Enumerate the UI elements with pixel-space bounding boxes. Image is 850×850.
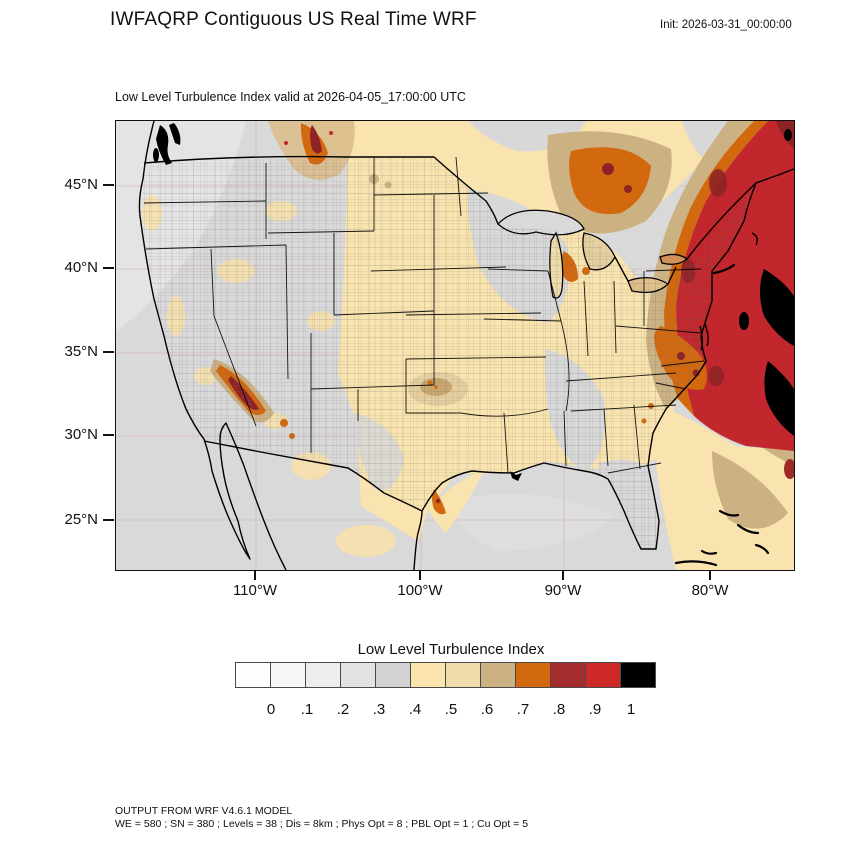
footer-model-line: OUTPUT FROM WRF V4.6.1 MODEL xyxy=(115,805,293,817)
colorbar-swatch xyxy=(340,662,376,688)
lat-tick-label: 40°N xyxy=(64,259,98,276)
colorbar-swatches xyxy=(235,662,656,688)
lon-tick-label: 90°W xyxy=(544,582,582,599)
map-frame xyxy=(115,120,795,571)
lat-tick-label: 35°N xyxy=(64,343,98,360)
colorbar-tick-label: .2 xyxy=(336,701,350,718)
lat-tick xyxy=(103,519,114,521)
lat-tick-label: 25°N xyxy=(64,511,98,528)
colorbar-tick-label: 0 xyxy=(266,701,276,718)
colorbar-tick-label: .9 xyxy=(588,701,602,718)
colorbar-ticks: 0 .1 .2 .3 .4 .5 .6 .7 .8 .9 1 xyxy=(235,701,668,719)
colorbar-swatch xyxy=(480,662,516,688)
lat-tick-label: 30°N xyxy=(64,426,98,443)
lat-tick-label: 45°N xyxy=(64,176,98,193)
colorbar-swatch xyxy=(410,662,446,688)
lon-tick-label: 110°W xyxy=(232,582,278,599)
plot-title: IWFAQRP Contiguous US Real Time WRF xyxy=(110,9,477,30)
colorbar-title: Low Level Turbulence Index xyxy=(357,641,545,658)
colorbar-swatch xyxy=(375,662,411,688)
colorbar-swatch xyxy=(305,662,341,688)
colorbar-swatch xyxy=(445,662,481,688)
colorbar-tick-label: .5 xyxy=(444,701,458,718)
lon-tick xyxy=(419,571,421,580)
lon-tick xyxy=(562,571,564,580)
colorbar-tick-label: .1 xyxy=(300,701,314,718)
colorbar-tick-label: .3 xyxy=(372,701,386,718)
lat-tick xyxy=(103,267,114,269)
colorbar-tick-label: .8 xyxy=(552,701,566,718)
map-canvas xyxy=(116,121,794,570)
colorbar-swatch xyxy=(550,662,586,688)
colorbar-swatch xyxy=(585,662,621,688)
lat-tick xyxy=(103,184,114,186)
colorbar-swatch xyxy=(515,662,551,688)
valid-time-label: Low Level Turbulence Index valid at 2026… xyxy=(115,90,466,104)
lat-tick xyxy=(103,351,114,353)
init-time-label: Init: 2026-03-31_00:00:00 xyxy=(660,19,792,31)
lat-tick xyxy=(103,434,114,436)
footer-config-line: WE = 580 ; SN = 380 ; Levels = 38 ; Dis … xyxy=(115,818,529,830)
lon-tick xyxy=(254,571,256,580)
lon-tick-label: 100°W xyxy=(397,582,443,599)
colorbar-tick-label: 1 xyxy=(626,701,636,718)
colorbar-swatch xyxy=(235,662,271,688)
colorbar-swatch xyxy=(270,662,306,688)
lon-tick-label: 80°W xyxy=(691,582,729,599)
colorbar-tick-label: .6 xyxy=(480,701,494,718)
colorbar-tick-label: .7 xyxy=(516,701,530,718)
colorbar-tick-label: .4 xyxy=(408,701,422,718)
lon-tick xyxy=(709,571,711,580)
colorbar-swatch xyxy=(620,662,656,688)
